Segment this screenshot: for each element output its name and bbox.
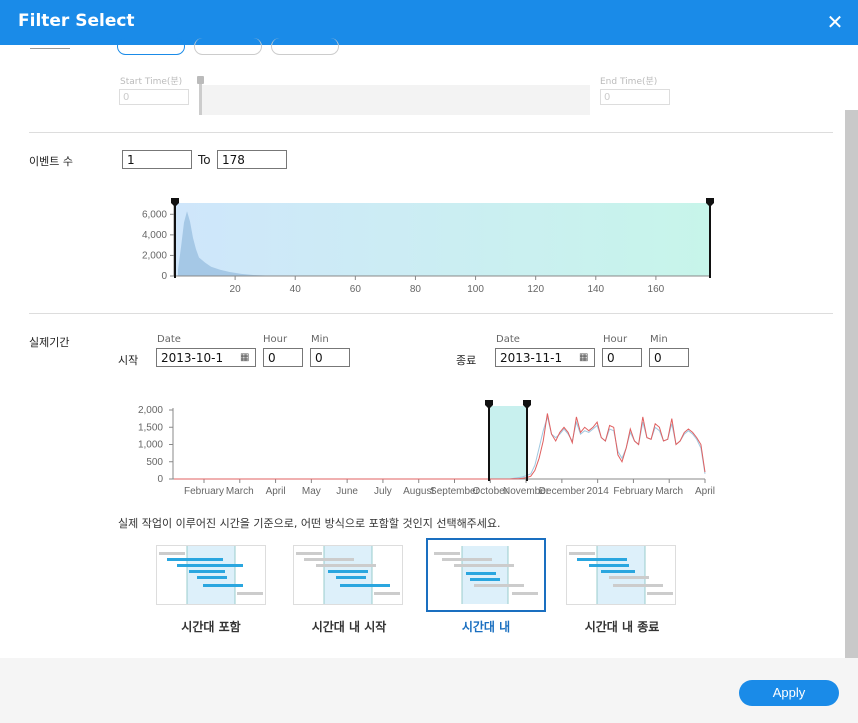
time-slider-handle-top[interactable] (197, 76, 204, 84)
option-within-diagram (434, 546, 538, 604)
start-time-input[interactable]: 0 (119, 89, 189, 105)
start-hour-input[interactable]: 0 (263, 348, 303, 367)
event-count-to-label: To (198, 153, 211, 167)
mode-pill-3[interactable] (271, 38, 339, 55)
apply-button[interactable]: Apply (739, 680, 839, 706)
event-x-tick-label: 140 (587, 284, 604, 295)
dialog-footer (0, 658, 858, 723)
instruction-text: 실제 작업이 이루어진 시간을 기준으로, 어떤 방식으로 포함할 것인지 선택… (118, 517, 501, 530)
option-include-diagram (159, 546, 263, 604)
option-end-within-diagram (569, 546, 673, 604)
period-label: 실제기간 (29, 336, 70, 349)
mode-pill-1[interactable] (117, 38, 185, 55)
period-x-tick-label: October (472, 486, 508, 497)
option-start-within-label[interactable]: 시간대 내 시작 (311, 620, 387, 634)
event-y-tick-label: 0 (161, 271, 167, 282)
time-slider-handle[interactable] (199, 80, 202, 115)
event-x-tick-label: 100 (467, 284, 484, 295)
event-y-tick-label: 6,000 (142, 209, 167, 220)
end-hour-input[interactable]: 0 (602, 348, 642, 367)
end-time-input[interactable]: 0 (600, 89, 670, 105)
option-start-within-thumb[interactable] (293, 545, 403, 605)
calendar-icon[interactable]: ▦ (579, 352, 589, 363)
period-x-tick-label: February (613, 486, 653, 497)
end-label: 종료 (456, 354, 477, 367)
event-x-tick-label: 120 (527, 284, 544, 295)
end-date-value: 2013-11-1 (500, 351, 563, 365)
start-date-value: 2013-10-1 (161, 351, 224, 365)
period-y-tick-label: 1,500 (138, 422, 163, 433)
period-x-tick-label: July (374, 486, 392, 497)
period-series-1 (174, 413, 706, 480)
option-start-within-diagram (296, 546, 400, 604)
option-include-thumb[interactable] (156, 545, 266, 605)
event-x-tick-label: 40 (290, 284, 302, 295)
period-x-tick-label: February (184, 486, 224, 497)
period-x-tick-label: April (266, 486, 286, 497)
period-handle-left-cap (485, 400, 493, 409)
period-x-tick-label: 2014 (587, 486, 610, 497)
period-y-tick-label: 500 (146, 457, 163, 468)
mode-pill-2[interactable] (194, 38, 262, 55)
scrollbar[interactable] (845, 110, 858, 658)
period-x-tick-label: November (503, 486, 550, 497)
dialog-header: Filter Select ✕ (0, 0, 858, 45)
period-y-tick-label: 1,000 (138, 440, 163, 451)
start-label: 시작 (118, 354, 139, 367)
period-series-2 (174, 414, 706, 480)
period-y-tick-label: 0 (157, 474, 163, 485)
period-selection-range (489, 406, 527, 479)
end-date-input[interactable]: 2013-11-1 ▦ (495, 348, 595, 367)
event-range-handle-left-cap (171, 198, 179, 207)
period-x-tick-label: April (695, 486, 715, 497)
event-range-handle-right-cap (706, 198, 714, 207)
event-x-tick-label: 80 (410, 284, 422, 295)
start-hour-label: Hour (263, 334, 288, 345)
event-x-tick-label: 20 (230, 284, 242, 295)
option-include-label[interactable]: 시간대 포함 (181, 620, 241, 634)
event-y-tick-label: 4,000 (142, 230, 167, 241)
end-hour-label: Hour (603, 334, 628, 345)
end-date-label: Date (496, 334, 520, 345)
period-x-tick-label: May (302, 486, 321, 497)
period-y-tick-label: 2,000 (138, 405, 163, 416)
divider (29, 132, 833, 133)
start-date-label: Date (157, 334, 181, 345)
start-min-input[interactable]: 0 (310, 348, 350, 367)
option-end-within-thumb[interactable] (566, 545, 676, 605)
close-icon[interactable]: ✕ (826, 10, 844, 34)
period-x-tick-label: March (226, 486, 254, 497)
event-x-tick-label: 60 (350, 284, 362, 295)
event-count-chart: 20 40 60 80 100 120 140 160 6,000 4,000 2,000 0 (142, 198, 714, 295)
period-x-tick-label: March (655, 486, 683, 497)
option-within-label[interactable]: 시간대 내 (461, 620, 511, 634)
event-selection-range (175, 203, 710, 276)
time-slider-track[interactable] (202, 85, 590, 115)
event-count-label: 이벤트 수 (29, 155, 73, 168)
end-min-label: Min (650, 334, 668, 345)
start-time-label: Start Time(분) (120, 77, 183, 87)
start-min-label: Min (311, 334, 329, 345)
event-y-tick-label: 2,000 (142, 250, 167, 261)
section-label-clipped (30, 45, 70, 49)
start-date-input[interactable]: 2013-10-1 ▦ (156, 348, 256, 367)
option-within-thumb[interactable] (426, 538, 546, 612)
period-x-tick-label: August (403, 486, 434, 497)
end-time-label: End Time(분) (600, 77, 658, 87)
period-x-tick-label: December (539, 486, 586, 497)
option-end-within-label[interactable]: 시간대 내 종료 (584, 620, 660, 634)
period-handle-right-cap (523, 400, 531, 409)
divider (29, 313, 833, 314)
period-x-tick-label: September (430, 486, 480, 497)
event-x-tick-label: 160 (648, 284, 665, 295)
event-count-to-input[interactable]: 178 (217, 150, 287, 169)
dialog-title: Filter Select (18, 11, 135, 31)
period-x-tick-label: June (336, 486, 358, 497)
calendar-icon[interactable]: ▦ (240, 352, 250, 363)
event-count-from-input[interactable]: 1 (122, 150, 192, 169)
end-min-input[interactable]: 0 (649, 348, 689, 367)
